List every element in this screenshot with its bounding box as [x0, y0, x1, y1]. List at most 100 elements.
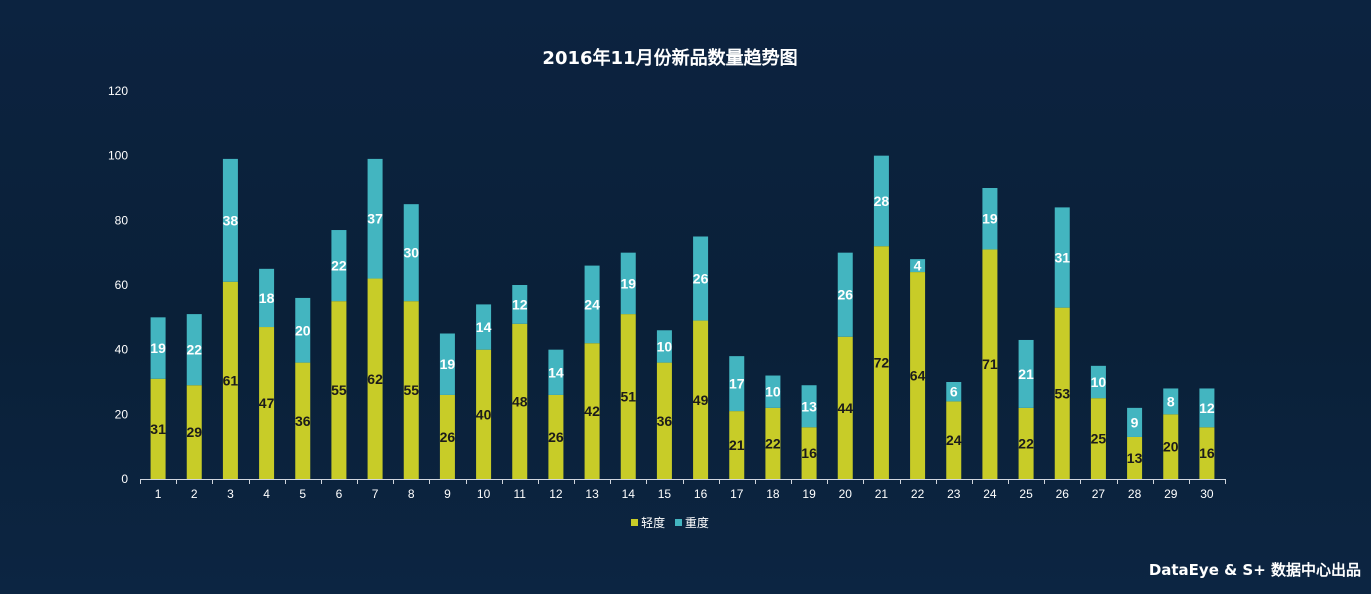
x-tick-label: 9 — [444, 487, 451, 501]
data-label-heavy: 24 — [584, 296, 600, 312]
bar-heavy — [476, 304, 492, 350]
bar-light — [186, 385, 202, 479]
data-label-heavy: 14 — [548, 364, 564, 380]
data-label-heavy: 8 — [1167, 393, 1175, 409]
data-label-light: 64 — [910, 368, 926, 384]
bar-heavy — [548, 349, 564, 395]
x-tick-label: 25 — [1019, 487, 1033, 501]
legend-label-light: 轻度 — [641, 516, 666, 530]
data-label-light: 47 — [259, 395, 275, 411]
x-tick-label: 23 — [947, 487, 961, 501]
bar-light — [729, 411, 745, 479]
data-label-heavy: 13 — [801, 398, 817, 414]
x-tick-label: 28 — [1128, 487, 1142, 501]
data-label-light: 53 — [1054, 385, 1070, 401]
x-tick-label: 11 — [514, 487, 527, 501]
data-label-light: 29 — [186, 424, 202, 440]
data-label-heavy: 12 — [1199, 400, 1215, 416]
data-label-light: 13 — [1127, 450, 1143, 466]
data-label-heavy: 10 — [657, 338, 673, 354]
x-tick-label: 8 — [408, 487, 415, 501]
bar-heavy — [331, 230, 347, 302]
bar-light — [1127, 436, 1143, 479]
bar-heavy — [403, 204, 419, 302]
bar-light — [439, 394, 455, 479]
bar-heavy — [982, 188, 998, 250]
bar-heavy — [946, 382, 962, 402]
bar-light — [222, 281, 238, 479]
data-label-heavy: 6 — [950, 384, 958, 400]
data-label-light: 36 — [657, 413, 673, 429]
data-label-heavy: 14 — [476, 319, 492, 335]
bar-heavy — [1090, 365, 1106, 399]
data-label-light: 61 — [223, 372, 239, 388]
bar-heavy — [1054, 207, 1070, 308]
bar-light — [1090, 398, 1106, 479]
x-tick-label: 15 — [658, 487, 672, 501]
data-label-light: 16 — [1199, 445, 1215, 461]
bar-heavy — [1127, 407, 1143, 437]
bar-heavy — [837, 252, 853, 337]
data-label-heavy: 4 — [914, 258, 922, 274]
bar-light — [367, 278, 383, 479]
x-tick-label: 6 — [336, 487, 343, 501]
data-label-light: 22 — [765, 435, 781, 451]
data-label-light: 51 — [620, 389, 636, 405]
bar-heavy — [512, 285, 528, 324]
data-label-heavy: 37 — [367, 211, 383, 227]
x-tick-label: 4 — [263, 487, 270, 501]
data-label-heavy: 18 — [259, 290, 275, 306]
data-label-heavy: 30 — [403, 245, 419, 261]
legend-item-heavy[interactable]: 重度 — [674, 514, 709, 531]
data-label-light: 26 — [440, 429, 456, 445]
data-label-heavy: 9 — [1131, 414, 1139, 430]
legend-item-light[interactable]: 轻度 — [631, 514, 665, 531]
data-label-light: 20 — [1163, 439, 1179, 455]
data-label-light: 71 — [982, 356, 998, 372]
bar-heavy — [367, 158, 383, 279]
bar-heavy — [222, 158, 238, 282]
bar-light — [1199, 427, 1215, 479]
bar-light — [476, 349, 492, 479]
legend-swatch-heavy — [674, 519, 682, 526]
bar-light — [910, 272, 926, 479]
bar-light — [259, 327, 275, 479]
bar-light — [656, 362, 672, 479]
y-tick-label: 20 — [115, 407, 129, 421]
data-label-light: 55 — [331, 382, 347, 398]
data-label-light: 26 — [548, 429, 564, 445]
footer-credit: DataEye & S+ 数据中心出品 — [1148, 561, 1361, 579]
data-label-light: 55 — [403, 382, 419, 398]
bar-light — [982, 249, 998, 479]
data-label-light: 22 — [1018, 435, 1034, 451]
data-label-light: 44 — [837, 400, 853, 416]
x-tick-label: 29 — [1164, 487, 1178, 501]
data-label-light: 16 — [801, 445, 817, 461]
data-label-heavy: 26 — [693, 271, 709, 287]
bar-light — [693, 320, 709, 479]
bar-heavy — [1163, 388, 1179, 415]
bar-light — [548, 394, 564, 479]
bar-heavy — [150, 317, 166, 379]
bar-light — [512, 323, 528, 479]
data-label-heavy: 31 — [1054, 250, 1070, 266]
data-label-light: 72 — [874, 355, 890, 371]
bar-light — [295, 362, 311, 479]
data-label-heavy: 28 — [874, 193, 890, 209]
x-tick-label: 5 — [299, 487, 306, 501]
x-tick-label: 13 — [585, 487, 599, 501]
x-tick-label: 30 — [1200, 487, 1214, 501]
bar-light — [1018, 407, 1034, 479]
data-label-heavy: 10 — [765, 384, 781, 400]
x-tick-label: 22 — [911, 487, 925, 501]
bar-heavy — [801, 385, 817, 428]
bar-heavy — [295, 297, 311, 363]
bar-heavy — [620, 252, 636, 315]
data-label-heavy: 19 — [440, 356, 456, 372]
bar-heavy — [259, 268, 275, 328]
bar-light — [837, 336, 853, 479]
x-tick-label: 1 — [155, 487, 162, 501]
y-tick-label: 80 — [115, 213, 129, 227]
